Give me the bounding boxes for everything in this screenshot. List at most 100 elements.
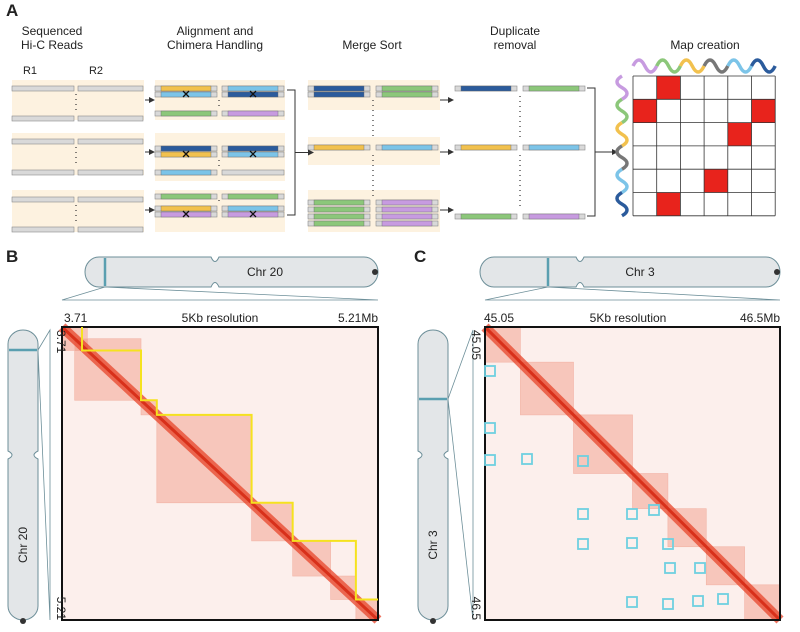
left-end: 5.21: [54, 597, 68, 621]
read-segment: [160, 145, 212, 152]
chimera-mark: [182, 210, 190, 218]
chromosome: [479, 256, 781, 288]
loop-marker: [717, 593, 729, 605]
loop-marker: [484, 422, 496, 434]
step-title: Hi-C Reads: [21, 38, 83, 52]
read-label: R1: [23, 65, 37, 77]
loop-marker: [648, 504, 660, 516]
contact-cell: [633, 99, 657, 123]
step-title: Duplicate: [490, 24, 540, 38]
side-chromosome-label: Chr 3: [426, 530, 440, 560]
read-segment: [160, 85, 212, 92]
read-segment: [313, 144, 365, 151]
contact-cell: [751, 99, 776, 123]
wave: [615, 167, 629, 195]
wave: [615, 97, 629, 125]
wave: [749, 58, 777, 74]
loop-marker: [626, 508, 638, 520]
domain-core: [632, 473, 669, 509]
loop-marker: [577, 455, 589, 467]
range-end: 46.5Mb: [740, 311, 780, 325]
panel-label: A: [6, 1, 18, 20]
chromosome: [417, 329, 449, 621]
diagonal: [483, 325, 782, 622]
read-segment: [160, 205, 212, 212]
chromosome-label: Chr 3: [625, 265, 655, 279]
panel-c: [417, 256, 784, 624]
read-segment: [160, 110, 212, 117]
read: [11, 196, 75, 203]
read-label: R2: [89, 65, 103, 77]
loop-marker: [521, 453, 533, 465]
projection: [61, 286, 379, 301]
chimera-mark: [249, 210, 257, 218]
projection: [484, 286, 781, 301]
read: [77, 196, 144, 203]
domain-core: [705, 546, 745, 586]
projection: [447, 329, 474, 621]
contact-cell: [727, 122, 752, 146]
read: [11, 138, 75, 145]
step-title: Merge Sort: [342, 38, 402, 52]
domain-boundary: [81, 327, 378, 601]
chimera-mark: [182, 90, 190, 98]
telomere: [372, 269, 378, 275]
loop-marker: [484, 454, 496, 466]
telomere: [430, 618, 436, 624]
read-segment: [528, 85, 580, 92]
read-segment: [528, 144, 580, 151]
read-segment: [381, 144, 433, 151]
wave: [615, 74, 629, 101]
read-segment: [528, 213, 580, 220]
projection: [37, 328, 51, 621]
step-title: Alignment and: [177, 24, 254, 38]
contact-cell: [656, 76, 681, 100]
range-end: 5.21Mb: [338, 311, 378, 325]
loop-marker: [662, 538, 674, 550]
read: [11, 115, 75, 122]
panel-label: C: [414, 247, 426, 266]
read-segment: [227, 110, 279, 117]
domain-core: [520, 361, 574, 416]
chimera-mark: [249, 150, 257, 158]
read-segment: [160, 169, 212, 176]
left-start: 3.71: [54, 330, 68, 354]
domain-core: [667, 508, 707, 548]
wave: [678, 58, 706, 74]
wave: [615, 144, 629, 171]
telomere: [774, 269, 780, 275]
read-segment: [460, 85, 512, 92]
loop-marker: [694, 562, 706, 574]
telomere: [20, 618, 26, 624]
read-segment: [227, 205, 279, 212]
step-title: removal: [494, 38, 537, 52]
loop-marker: [664, 562, 676, 574]
read-segment: [460, 144, 512, 151]
wave: [655, 58, 682, 74]
read-segment: [313, 213, 365, 220]
wave: [615, 190, 629, 218]
read: [77, 85, 144, 92]
loop-marker: [484, 365, 496, 377]
wave: [702, 58, 730, 74]
bracket: [587, 87, 596, 217]
left-end: 46.5: [469, 597, 483, 621]
read: [11, 169, 75, 176]
read: [11, 226, 75, 233]
loop-marker: [692, 595, 704, 607]
read-segment: [227, 85, 279, 92]
read: [221, 169, 285, 176]
read-segment: [313, 220, 365, 227]
contact-cell: [704, 169, 728, 193]
diagonal: [60, 325, 380, 622]
resolution: 5Kb resolution: [182, 311, 259, 325]
chromosome-label: Chr 20: [247, 265, 283, 279]
group-bg: [12, 190, 144, 232]
read: [77, 169, 144, 176]
loop-marker: [577, 508, 589, 520]
read-segment: [313, 85, 365, 92]
step-title: Map creation: [670, 38, 739, 52]
loop-marker: [626, 596, 638, 608]
